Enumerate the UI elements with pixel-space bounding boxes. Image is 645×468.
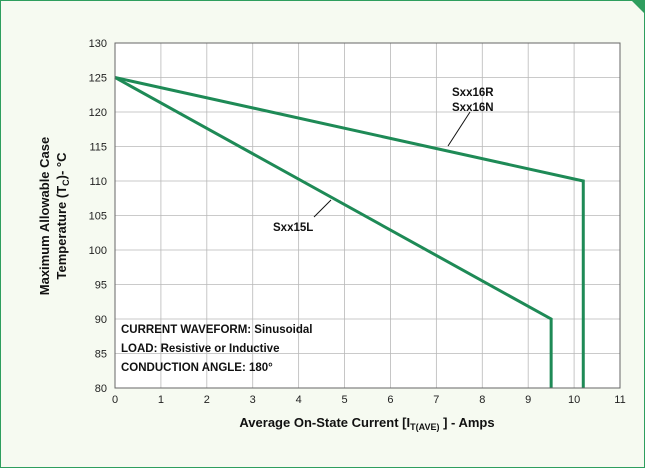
- y-tick-label: 115: [89, 142, 107, 154]
- y-tick-label: 95: [95, 280, 107, 292]
- y-tick-label: 125: [89, 73, 107, 85]
- x-tick-label: 11: [614, 394, 625, 406]
- sxx15l-label: Sxx15L: [273, 222, 313, 234]
- y-tick-label: 130: [89, 38, 107, 50]
- sxx16r-label: Sxx16R: [452, 87, 494, 99]
- x-tick-label: 5: [341, 394, 347, 406]
- x-tick-label: 0: [112, 394, 118, 406]
- series-line-1: [114, 76, 553, 388]
- y-tick-label: 90: [95, 314, 107, 326]
- plot-border: [114, 42, 621, 389]
- y-tick-label: 120: [89, 107, 107, 119]
- y-tick-labels: 80 85 90 95 100 105 110 115 120 125 130: [89, 38, 107, 395]
- y-axis-title-line1: Maximum Allowable Case: [37, 137, 52, 295]
- x-tick-label: 7: [433, 394, 439, 406]
- y-axis-title-line2: Temperature (TC)- °C: [54, 152, 71, 280]
- x-tick-labels: 0 1 2 3 4 5 6 7 8 9 10 11: [112, 394, 626, 406]
- sxx15l-leader-line: [313, 199, 332, 218]
- x-tick-label: 1: [158, 394, 164, 406]
- x-tick-label: 9: [525, 394, 531, 406]
- y-tick-label: 100: [89, 245, 107, 257]
- corner-accent: [632, 1, 644, 13]
- x-tick-label: 4: [296, 394, 302, 406]
- x-tick-label: 2: [204, 394, 210, 406]
- series-line-0: [114, 76, 585, 388]
- note-conduction-angle: CONDUCTION ANGLE: 180°: [121, 362, 273, 374]
- y-tick-label: 85: [95, 349, 107, 361]
- x-tick-label: 6: [387, 394, 393, 406]
- note-load: LOAD: Resistive or Inductive: [121, 343, 279, 355]
- x-tick-label: 3: [250, 394, 256, 406]
- y-tick-label: 110: [89, 176, 107, 188]
- x-tick-label: 8: [479, 394, 485, 406]
- sxx16n-label: Sxx16N: [452, 102, 494, 114]
- sxx16-leader-line: [447, 111, 471, 147]
- series-lines: [114, 76, 585, 388]
- y-tick-label: 105: [89, 211, 107, 223]
- y-tick-label: 80: [95, 383, 107, 395]
- x-axis-title: Average On-State Current [IT(AVE) ] - Am…: [239, 415, 494, 432]
- note-waveform: CURRENT WAVEFORM: Sinusoidal: [121, 324, 312, 336]
- x-tick-label: 10: [568, 394, 580, 406]
